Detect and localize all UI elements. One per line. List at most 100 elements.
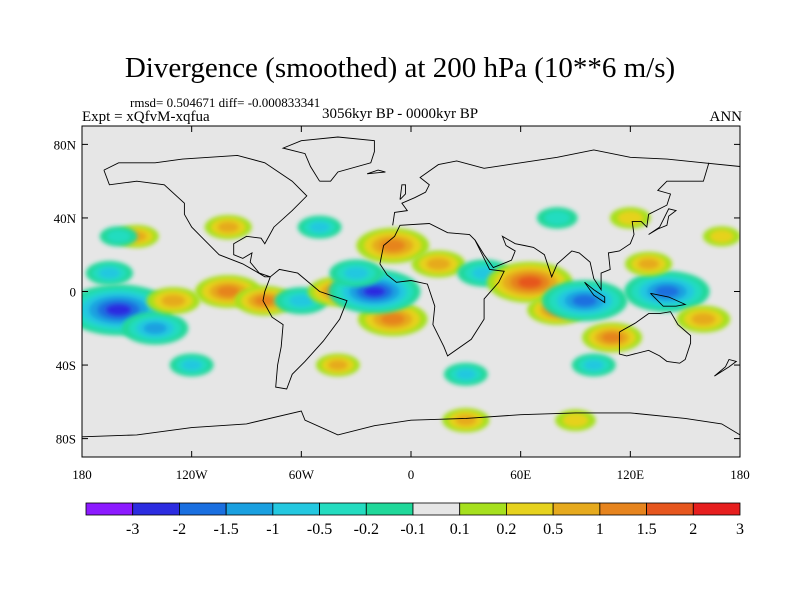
x-tick-label: 0 [408,467,415,482]
colorbar-swatch [552,502,601,516]
colorbar-label: -1.5 [213,521,238,538]
colorbar-label: -2 [173,521,186,538]
coastline-7 [584,281,606,304]
anomaly-contour [617,211,643,225]
coastline-4 [474,162,710,292]
x-tick-label: 60W [289,467,315,482]
anomaly-contour [638,258,660,270]
colorbar-label: 0.1 [450,521,470,538]
colorbar-label: 1.5 [637,521,657,538]
season-label: ANN [709,109,743,125]
anomaly-blob-26 [169,353,214,377]
anomaly-contour [654,285,680,298]
anomaly-blob-20 [676,305,731,333]
x-tick-label: 120W [176,467,209,482]
anomaly-contour [363,286,386,297]
y-tick-label: 0 [70,285,77,300]
anomaly-contour [161,294,186,307]
anomaly-contour [601,332,623,343]
colorbar-swatch [225,502,274,516]
anomaly-blob-31 [555,409,596,432]
anomaly-contour [572,294,597,307]
anomaly-contour [426,257,451,270]
colorbar-label: -0.2 [354,521,379,538]
anomaly-contour [517,276,543,289]
colorbar-swatch [132,502,180,516]
anomaly-blob-10 [329,259,383,287]
experiment-label: Expt = xQfvM-xqfua [82,109,210,125]
coastline-6 [281,136,375,182]
anomaly-blob-21 [297,215,342,239]
colorbar-swatch [646,502,694,516]
anomaly-contour [98,267,120,279]
period-label: 3056kyr BP - 0000kyr BP [322,106,479,122]
coastline-11 [82,410,740,438]
anomaly-blob-33 [702,226,740,247]
anomaly-blob-16 [541,280,628,322]
y-tick-label: 80S [56,432,76,447]
anomaly-blob-4 [146,287,201,315]
anomaly-contour [380,239,406,252]
anomaly-blob-1 [121,311,189,345]
colorbar-label: -3 [126,521,139,538]
colorbar-swatch [85,502,134,516]
anomaly-contour [544,211,570,225]
coastline-1 [262,268,348,390]
colorbar-label: 0.2 [496,521,516,538]
coastline-3 [392,149,740,226]
anomaly-blob-24 [536,207,578,229]
anomaly-contour [691,313,716,326]
colorbar-label: -0.5 [307,521,332,538]
anomaly-contour [289,294,314,307]
anomaly-blob-30 [442,408,490,433]
anomaly-contour [584,359,604,371]
anomaly-contour [710,230,734,243]
coastline-0 [103,154,308,278]
colorbar-swatch [272,502,320,516]
colorbar-swatch [506,502,554,516]
y-tick-label: 40N [54,211,77,226]
colorbar-swatch [412,502,461,516]
colorbar-swatch [459,502,507,516]
colorbar-swatch [179,502,227,516]
coastline-13 [366,169,386,175]
anomaly-contour [105,303,132,317]
anomaly-contour [380,313,405,326]
colorbar-swatch [319,502,367,516]
anomaly-contour [181,359,202,371]
colorbar: -3 -2 -1.5 -1 -0.5 -0.2 -0.1 0.1 0.2 0.5 1 1.5 2 3 [85,502,744,538]
colorbar-label: 0.5 [543,521,563,538]
chart-title: Divergence (smoothed) at 200 hPa (10**6 … [124,52,676,84]
axis-layer: 180 120W 60W 0 60E 120E 180 80N 40N 0 40S 80S [54,126,750,482]
coastline-layer [82,136,740,438]
anomaly-blob-17 [624,270,710,313]
anomaly-contour [455,414,477,426]
anomaly-blob-32 [99,226,138,247]
anomaly-contour [216,285,240,298]
colorbar-swatch [365,502,414,516]
coastline-8 [650,292,687,307]
anomaly-blob-29 [571,353,616,377]
coastline-2 [379,223,505,357]
y-tick-label: 40S [56,358,76,373]
anomaly-contour [217,221,239,233]
anomaly-blob-19 [582,322,643,353]
anomaly-layer [82,207,740,433]
x-tick-label: 180 [730,467,750,482]
colorbar-swatch [599,502,647,516]
anomaly-contour [106,230,131,243]
y-tick-label: 80N [54,137,77,152]
x-tick-label: 60E [510,467,531,482]
coastline-5 [618,311,692,364]
colorbar-label: 3 [736,521,744,538]
anomaly-blob-27 [315,353,360,377]
coastline-10 [648,208,678,235]
anomaly-contour [143,322,167,334]
anomaly-contour [344,267,369,280]
colorbar-label: 2 [689,521,697,538]
anomaly-blob-2 [85,260,134,286]
anomaly-blob-12 [411,250,466,278]
anomaly-blob-28 [443,362,488,386]
colorbar-label: -1 [266,521,279,538]
